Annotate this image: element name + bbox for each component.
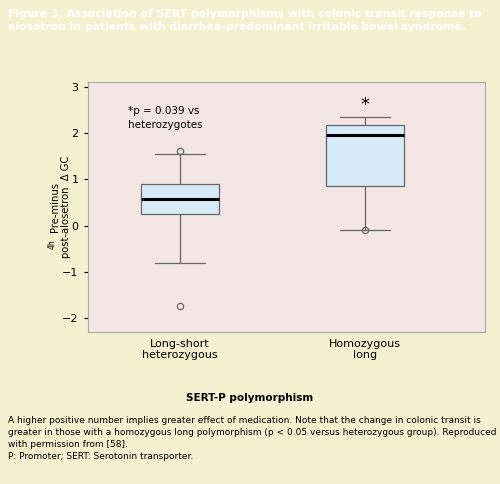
Text: 4h: 4h [48,240,56,249]
Text: *: * [360,96,370,114]
Text: *p = 0.039 vs
heterozygotes: *p = 0.039 vs heterozygotes [128,106,203,130]
Bar [326,125,404,186]
Text: A higher positive number implies greater effect of medication. Note that the cha: A higher positive number implies greater… [8,416,496,461]
Text: SERT-P polymorphism: SERT-P polymorphism [186,393,314,403]
Text: Figure 3. Association of SERT polymorphisms with colonic transit response to
alo: Figure 3. Association of SERT polymorphi… [8,9,481,32]
Bar [141,184,219,214]
Y-axis label: Pre-minus
post-alosetron  Δ GC: Pre-minus post-alosetron Δ GC [50,156,72,258]
